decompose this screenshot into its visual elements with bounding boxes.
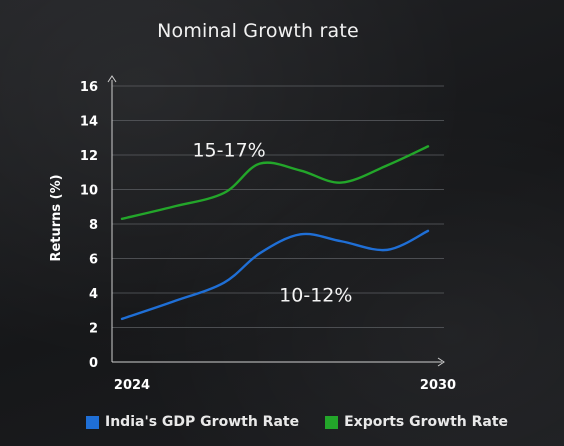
series-line-exports [120,145,430,221]
gridlines [112,85,444,328]
series-line-gdp [120,229,430,321]
x-tick-label: 2024 [114,378,150,393]
chart-title: Nominal Growth rate [157,20,359,42]
y-axis-arrow [107,75,117,83]
legend-swatch-exports [325,415,339,429]
legend-label-exports: Exports Growth Rate [344,414,509,430]
y-tick-label: 10 [80,184,98,199]
y-tick-label: 8 [89,218,98,233]
y-axis-label: Returns (%) [49,174,64,261]
y-tick-label: 4 [89,287,98,302]
y-tick-label: 2 [89,322,98,337]
x-axis-arrow [437,357,445,367]
legend-swatch-gdp [86,415,99,429]
legend-item-gdp: India's GDP Growth Rate [86,414,299,430]
y-tick-label: 14 [80,115,98,130]
legend: India's GDP Growth Rate Exports Growth R… [86,414,508,430]
annotations: 15-17% 10-12% [192,140,352,307]
y-tick-label: 16 [80,80,98,95]
legend-item-exports: Exports Growth Rate [325,414,508,430]
annotation-label: 15-17% [192,140,265,162]
series-lines [120,145,430,321]
y-tick-labels: 0 2 4 6 8 10 12 14 16 [80,80,98,371]
y-tick-label: 6 [89,253,98,268]
y-tick-label: 12 [80,149,98,164]
legend-label-gdp: India's GDP Growth Rate [105,414,300,430]
annotation-label: 10-12% [279,285,352,307]
x-tick-labels: 2024 2030 [114,378,456,393]
x-tick-label: 2030 [420,378,456,393]
axes [107,75,445,367]
y-tick-label: 0 [89,356,98,371]
